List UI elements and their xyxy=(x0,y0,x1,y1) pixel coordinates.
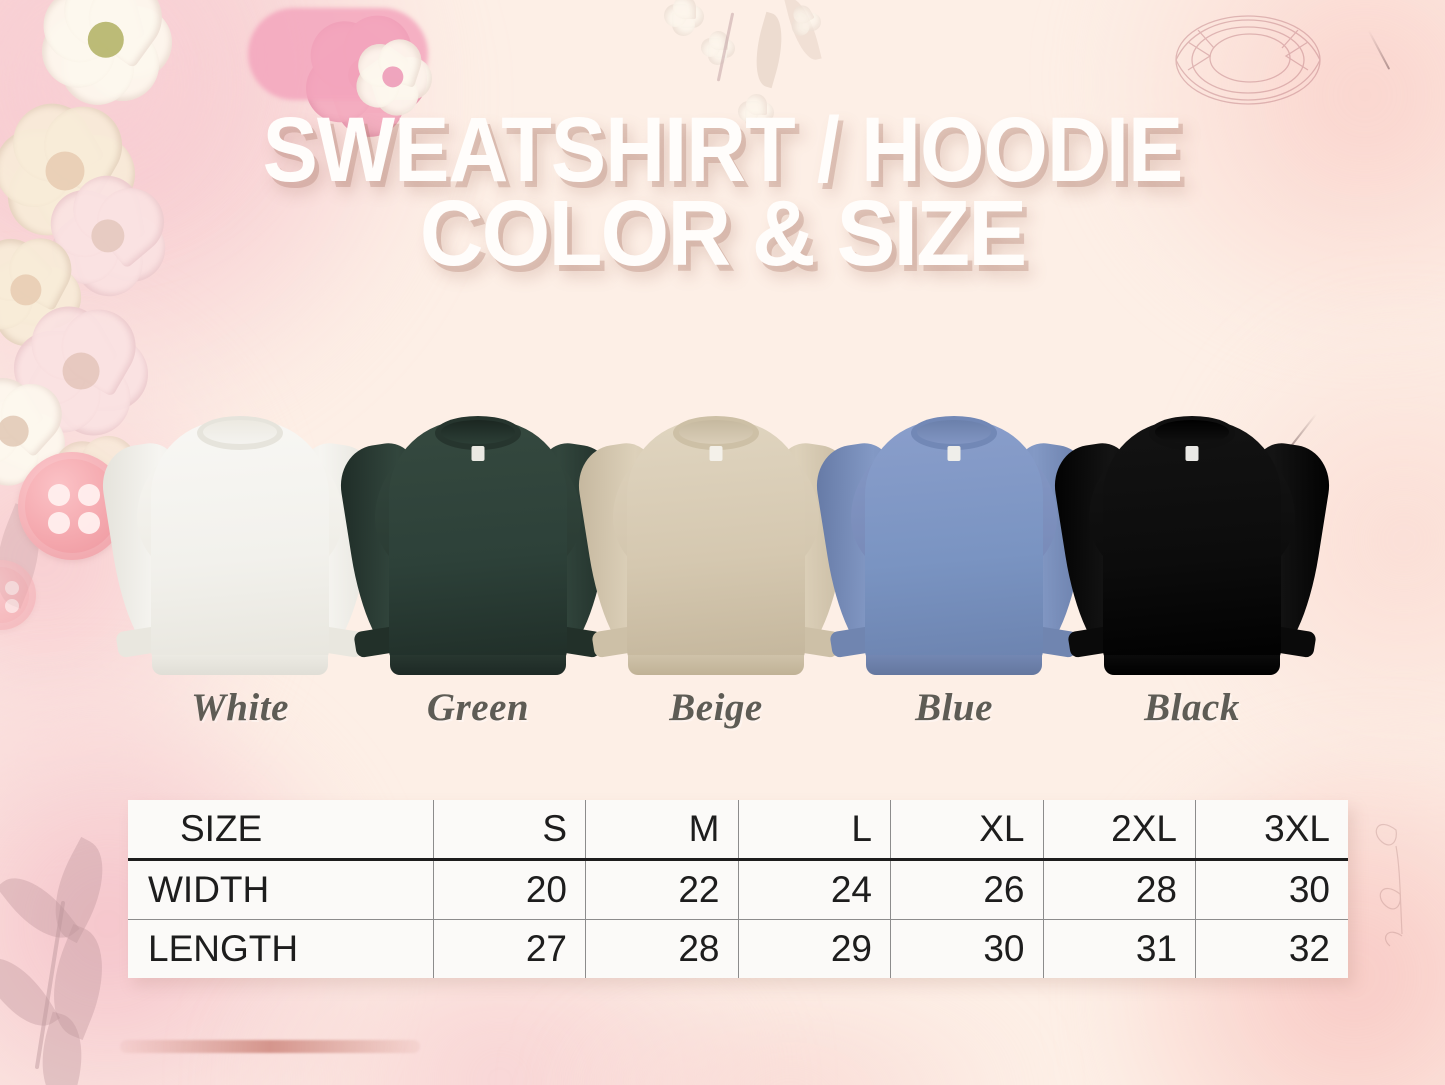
row-label-width: WIDTH xyxy=(128,859,433,920)
title-line-2: COLOR & SIZE xyxy=(419,180,1027,285)
needle-icon xyxy=(1367,30,1390,70)
width-l: 24 xyxy=(737,859,891,920)
neck-tag xyxy=(471,446,485,461)
table-header-l: L xyxy=(737,800,891,861)
width-xl: 26 xyxy=(890,859,1043,920)
color-label-white: White xyxy=(191,686,289,729)
width-2xl: 28 xyxy=(1042,859,1196,920)
table-header-m: M xyxy=(585,800,738,861)
neck-tag xyxy=(709,446,723,461)
leaf-icon xyxy=(0,862,80,954)
sweatshirt-illustration-white xyxy=(96,410,384,675)
leaf-icon xyxy=(28,1011,96,1085)
length-m: 28 xyxy=(585,919,738,978)
color-label-beige: Beige xyxy=(669,686,763,729)
color-option-white[interactable]: White xyxy=(96,410,384,730)
width-s: 20 xyxy=(432,859,586,920)
page-title: SWEATSHIRT / HOODIE COLOR & SIZE xyxy=(0,99,1445,285)
table-header-2xl: 2XL xyxy=(1042,800,1196,861)
width-m: 22 xyxy=(585,859,738,920)
size-chart-table: SIZE S M L XL 2XL 3XL WIDTH 20 22 24 26 … xyxy=(128,800,1348,978)
table-header-size: SIZE xyxy=(128,800,433,861)
neck-tag xyxy=(1185,446,1199,461)
neck-tag xyxy=(947,446,961,461)
table-header-row: SIZE S M L XL 2XL 3XL xyxy=(128,800,1348,861)
pink-accent-bar xyxy=(120,1040,420,1053)
length-s: 27 xyxy=(432,919,586,978)
color-option-black[interactable]: Black xyxy=(1048,410,1336,730)
table-header-3xl: 3XL xyxy=(1195,800,1348,861)
length-2xl: 31 xyxy=(1042,919,1196,978)
color-option-blue[interactable]: Blue xyxy=(810,410,1098,730)
leaf-icon xyxy=(34,924,122,1040)
color-option-beige[interactable]: Beige xyxy=(572,410,860,730)
table-header-xl: XL xyxy=(890,800,1043,861)
sweatshirt-illustration-beige xyxy=(572,410,860,675)
color-options-row: White Green xyxy=(0,410,1445,740)
butterfly-line-art-icon xyxy=(1375,823,1403,947)
length-xl: 30 xyxy=(890,919,1043,978)
daisy-icon xyxy=(29,0,177,116)
leaf-icon xyxy=(36,836,122,944)
sweatshirt-illustration-black xyxy=(1048,410,1336,675)
thimble-line-art-icon xyxy=(1175,15,1321,105)
color-label-green: Green xyxy=(426,686,530,729)
table-row-width: WIDTH 20 22 24 26 28 30 xyxy=(128,859,1348,920)
row-label-length: LENGTH xyxy=(148,928,299,969)
title-line-1: SWEATSHIRT / HOODIE xyxy=(262,99,1184,201)
leaf-icon xyxy=(0,943,61,1041)
length-l: 29 xyxy=(737,919,891,978)
color-label-blue: Blue xyxy=(915,686,993,729)
width-3xl: 30 xyxy=(1195,859,1348,920)
sweatshirt-illustration-green xyxy=(334,410,622,675)
length-3xl: 32 xyxy=(1195,919,1348,978)
table-header-s: S xyxy=(432,800,586,861)
sweatshirt-illustration-blue xyxy=(810,410,1098,675)
table-row-length: LENGTH 27 28 29 30 31 32 xyxy=(128,919,1348,978)
color-option-green[interactable]: Green xyxy=(334,410,622,730)
color-label-black: Black xyxy=(1144,686,1240,729)
